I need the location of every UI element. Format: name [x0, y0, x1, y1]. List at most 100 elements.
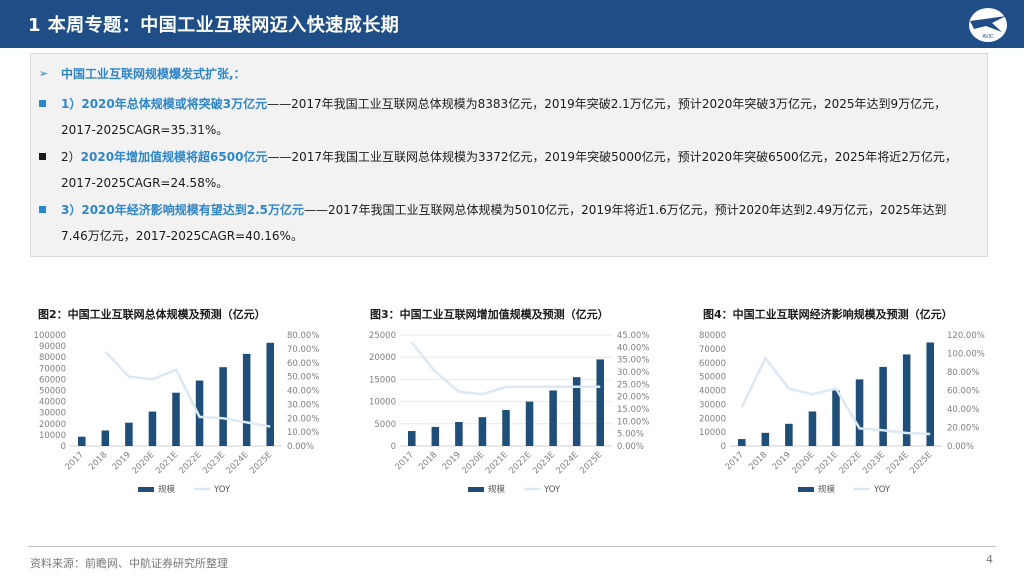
bar: [195, 380, 204, 446]
chart-title: 图4：中国工业互联网经济影响规模及预测（亿元）: [703, 308, 953, 321]
x-tick-label: 2024E: [885, 450, 911, 476]
summary-item-3-text: ——2017年我国工业互联网总体规模为5010亿元，2019年将近1.6万亿元，…: [304, 203, 947, 217]
right-tick-label: 40.00%: [617, 343, 649, 353]
bar: [455, 422, 463, 446]
bar: [738, 439, 746, 446]
left-tick-label: 30000: [699, 400, 726, 410]
bar: [266, 342, 274, 446]
logo-text: AVIC: [982, 34, 994, 40]
right-tick-label: 5.00%: [617, 430, 644, 440]
right-tick-label: 20.00%: [287, 414, 319, 424]
bar: [125, 422, 133, 446]
square-bullet-icon: [39, 197, 46, 223]
bar: [172, 392, 180, 446]
summary-item-1-highlight: 1）2020年总体规模或将突破3万亿元: [61, 97, 268, 111]
left-tick-label: 40000: [39, 398, 66, 408]
right-tick-label: 100.00%: [947, 350, 985, 360]
right-tick-label: 0.00%: [947, 442, 974, 452]
square-bullet-icon: [39, 91, 46, 117]
right-tick-label: 0.00%: [287, 442, 314, 452]
bar: [101, 430, 110, 446]
page-title: 1 本周专题：中国工业互联网迈入快速成长期: [28, 15, 400, 36]
summary-item-2-highlight: 2020年增加值规模将超6500亿元: [80, 150, 268, 164]
x-tick-label: 2017: [724, 450, 746, 472]
right-tick-label: 20.00%: [947, 424, 979, 434]
bar: [78, 436, 86, 446]
header-bar: 1 本周专题：中国工业互联网迈入快速成长期 AVIC: [0, 0, 1024, 48]
left-tick-label: 15000: [369, 375, 396, 385]
legend-label: YOY: [213, 485, 231, 495]
right-tick-label: 10.00%: [287, 428, 319, 438]
x-tick-label: 2025E: [248, 450, 274, 476]
chart-title: 图2：中国工业互联网总体规模及预测（亿元）: [38, 308, 266, 321]
left-tick-label: 50000: [39, 387, 66, 397]
bar: [761, 432, 770, 446]
x-tick-label: 2024E: [555, 450, 581, 476]
footer-divider: [28, 546, 996, 547]
bar: [832, 390, 840, 446]
right-tick-label: 40.00%: [947, 405, 979, 415]
left-tick-label: 20000: [369, 353, 396, 363]
summary-item-2-text2: 2017-2025CAGR=24.58%。: [61, 176, 229, 190]
avic-logo-icon: AVIC: [969, 8, 1007, 42]
legend-bar-swatch: [468, 487, 484, 492]
bar: [242, 353, 251, 446]
left-tick-label: 10000: [39, 431, 66, 441]
bar: [502, 410, 510, 446]
x-tick-label: 2025E: [908, 450, 934, 476]
bar: [525, 401, 534, 446]
arrow-bullet-icon: ➢: [39, 67, 49, 80]
x-tick-label: 2017: [394, 450, 416, 472]
page-number: 4: [986, 553, 993, 566]
x-tick-label: 2023E: [201, 450, 227, 476]
square-bullet-icon: [39, 144, 46, 170]
legend-bar-swatch: [798, 487, 814, 492]
left-tick-label: 20000: [39, 420, 66, 430]
left-tick-label: 50000: [699, 373, 726, 383]
footer-source: 资料来源：前瞻网、中航证券研究所整理: [30, 557, 228, 570]
right-tick-label: 120.00%: [947, 331, 985, 341]
right-tick-label: 50.00%: [287, 373, 319, 383]
right-tick-label: 25.00%: [617, 380, 649, 390]
x-tick-label: 2021E: [814, 450, 840, 476]
x-tick-label: 2020E: [790, 450, 816, 476]
x-tick-label: 2021E: [484, 450, 510, 476]
left-tick-label: 40000: [699, 387, 726, 397]
bar: [148, 411, 157, 446]
left-tick-label: 25000: [369, 331, 396, 341]
left-tick-label: 60000: [699, 359, 726, 369]
summary-item-3-highlight: 3）2020年经济影响规模有望达到2.5万亿元: [61, 203, 305, 217]
left-tick-label: 0: [61, 442, 66, 452]
bar: [549, 390, 557, 446]
x-tick-label: 2020E: [460, 450, 486, 476]
bar: [785, 423, 793, 446]
summary-item-1-text2: 2017-2025CAGR=35.31%。: [61, 123, 229, 137]
x-tick-label: 2020E: [130, 450, 156, 476]
left-tick-label: 90000: [39, 342, 66, 352]
x-tick-label: 2018: [747, 450, 769, 472]
chart-title: 图3：中国工业互联网增加值规模及预测（亿元）: [370, 308, 609, 321]
right-tick-label: 20.00%: [617, 393, 649, 403]
left-tick-label: 80000: [39, 353, 66, 363]
x-tick-label: 2023E: [531, 450, 557, 476]
summary-item-2-prefix: 2）: [61, 150, 81, 164]
summary-intro-text: 中国工业互联网规模爆发式扩张,：: [61, 67, 246, 81]
right-tick-label: 45.00%: [617, 331, 649, 341]
summary-item-1-text: ——2017年我国工业互联网总体规模为8383亿元，2019年突破2.1万亿元，…: [267, 97, 947, 111]
left-tick-label: 80000: [699, 331, 726, 341]
right-tick-label: 30.00%: [617, 368, 649, 378]
left-tick-label: 10000: [369, 398, 396, 408]
bar: [855, 379, 864, 446]
bar: [808, 411, 817, 446]
x-tick-label: 2021E: [154, 450, 180, 476]
right-tick-label: 60.00%: [947, 387, 979, 397]
right-tick-label: 80.00%: [947, 368, 979, 378]
x-tick-label: 2024E: [225, 450, 251, 476]
left-tick-label: 60000: [39, 375, 66, 385]
bar: [478, 417, 487, 446]
right-tick-label: 0.00%: [617, 442, 644, 452]
left-tick-label: 0: [391, 442, 396, 452]
left-tick-label: 20000: [699, 414, 726, 424]
yoy-line: [410, 341, 601, 396]
